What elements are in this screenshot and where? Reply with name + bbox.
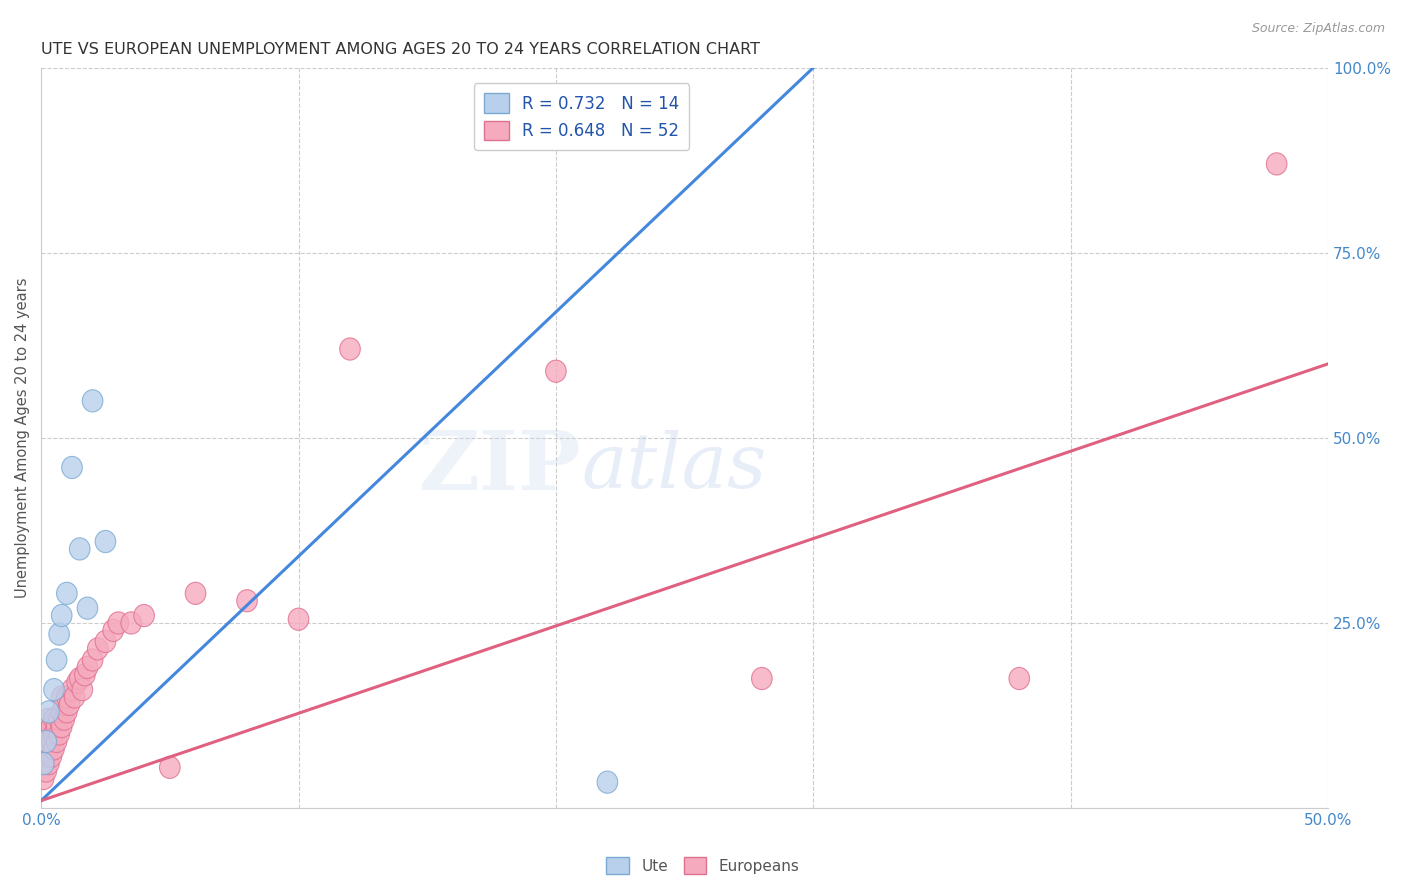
Ellipse shape <box>65 686 84 708</box>
Ellipse shape <box>108 612 128 634</box>
Ellipse shape <box>38 701 59 723</box>
Ellipse shape <box>53 693 75 715</box>
Ellipse shape <box>49 623 69 645</box>
Ellipse shape <box>52 605 72 627</box>
Ellipse shape <box>34 767 53 789</box>
Ellipse shape <box>598 771 617 793</box>
Ellipse shape <box>37 760 56 782</box>
Ellipse shape <box>37 731 56 753</box>
Ellipse shape <box>44 708 65 731</box>
Ellipse shape <box>75 664 96 686</box>
Ellipse shape <box>159 756 180 779</box>
Ellipse shape <box>288 608 309 631</box>
Ellipse shape <box>52 715 72 738</box>
Ellipse shape <box>134 605 155 627</box>
Ellipse shape <box>103 619 124 641</box>
Ellipse shape <box>44 738 65 760</box>
Ellipse shape <box>38 738 59 760</box>
Ellipse shape <box>77 657 98 679</box>
Ellipse shape <box>49 708 69 731</box>
Ellipse shape <box>56 701 77 723</box>
Ellipse shape <box>546 360 567 383</box>
Ellipse shape <box>34 723 53 745</box>
Ellipse shape <box>67 671 87 693</box>
Ellipse shape <box>1010 667 1029 690</box>
Text: Source: ZipAtlas.com: Source: ZipAtlas.com <box>1251 22 1385 36</box>
Ellipse shape <box>41 731 62 753</box>
Ellipse shape <box>46 715 67 738</box>
Text: atlas: atlas <box>582 431 768 505</box>
Ellipse shape <box>38 753 59 775</box>
Ellipse shape <box>34 738 53 760</box>
Legend: Ute, Europeans: Ute, Europeans <box>600 851 806 880</box>
Ellipse shape <box>41 715 62 738</box>
Text: UTE VS EUROPEAN UNEMPLOYMENT AMONG AGES 20 TO 24 YEARS CORRELATION CHART: UTE VS EUROPEAN UNEMPLOYMENT AMONG AGES … <box>41 42 761 57</box>
Ellipse shape <box>77 597 98 619</box>
Ellipse shape <box>59 693 80 715</box>
Y-axis label: Unemployment Among Ages 20 to 24 years: Unemployment Among Ages 20 to 24 years <box>15 277 30 599</box>
Legend: R = 0.732   N = 14, R = 0.648   N = 52: R = 0.732 N = 14, R = 0.648 N = 52 <box>474 83 689 150</box>
Ellipse shape <box>38 723 59 745</box>
Ellipse shape <box>340 338 360 360</box>
Ellipse shape <box>1267 153 1286 175</box>
Ellipse shape <box>87 638 108 660</box>
Ellipse shape <box>236 590 257 612</box>
Ellipse shape <box>56 686 77 708</box>
Ellipse shape <box>53 708 75 731</box>
Ellipse shape <box>49 723 69 745</box>
Ellipse shape <box>44 723 65 745</box>
Ellipse shape <box>52 686 72 708</box>
Ellipse shape <box>52 701 72 723</box>
Ellipse shape <box>121 612 142 634</box>
Ellipse shape <box>44 679 65 701</box>
Ellipse shape <box>69 667 90 690</box>
Ellipse shape <box>83 390 103 412</box>
Ellipse shape <box>34 753 53 775</box>
Ellipse shape <box>69 538 90 560</box>
Ellipse shape <box>34 753 53 775</box>
Ellipse shape <box>37 731 56 753</box>
Ellipse shape <box>72 679 93 701</box>
Ellipse shape <box>96 631 115 653</box>
Ellipse shape <box>62 679 83 701</box>
Ellipse shape <box>37 745 56 767</box>
Ellipse shape <box>38 708 59 731</box>
Ellipse shape <box>83 648 103 671</box>
Ellipse shape <box>62 457 83 479</box>
Ellipse shape <box>56 582 77 605</box>
Ellipse shape <box>46 731 67 753</box>
Ellipse shape <box>752 667 772 690</box>
Ellipse shape <box>46 648 67 671</box>
Ellipse shape <box>186 582 205 605</box>
Ellipse shape <box>96 531 115 553</box>
Text: ZIP: ZIP <box>419 427 582 508</box>
Ellipse shape <box>41 745 62 767</box>
